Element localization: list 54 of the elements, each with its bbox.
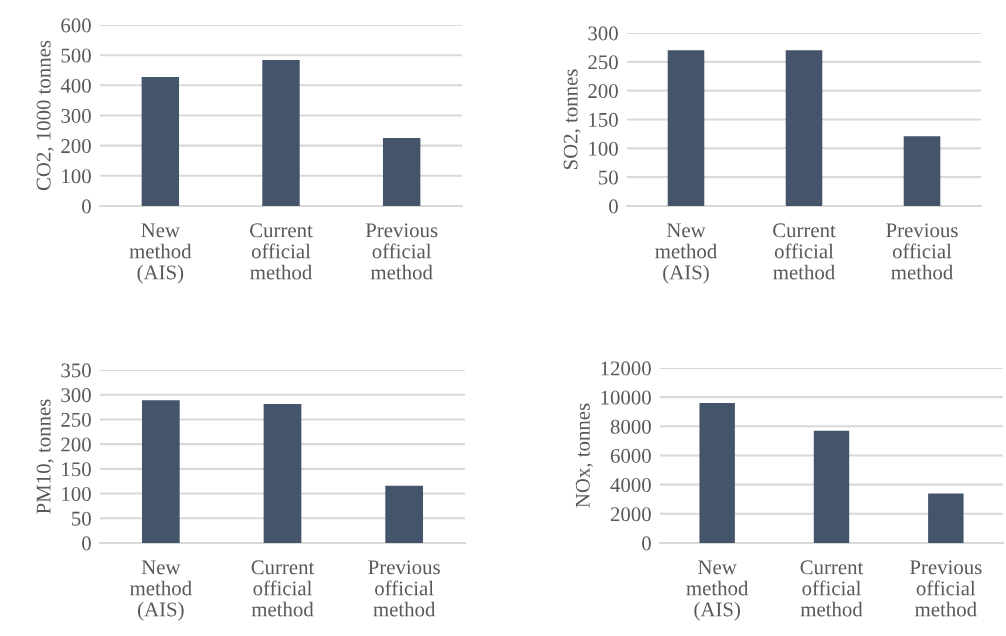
x-tick-label: Previous official method [909, 560, 982, 617]
x-tick-label: Previous official method [368, 560, 440, 617]
y-tick-label: 6000 [610, 448, 651, 463]
y-tick-label: 200 [61, 139, 91, 154]
y-axis-title: NOx, tonnes [575, 403, 593, 508]
y-tick-label: 400 [60, 78, 91, 93]
y-tick-label: 100 [589, 141, 618, 156]
y-tick-label: 150 [589, 112, 618, 127]
y-tick-label: 250 [61, 412, 91, 427]
x-tick-label: Previous official method [886, 223, 958, 280]
y-tick-label: 8000 [610, 419, 651, 434]
bar [385, 485, 424, 543]
y-tick-label: 10000 [601, 390, 651, 405]
y-tick-label: 500 [61, 48, 91, 63]
x-tick-label: Current official method [250, 223, 313, 280]
y-tick-label: 300 [61, 108, 91, 123]
y-tick-label: 100 [62, 486, 91, 501]
bar [699, 403, 735, 543]
y-axis-title: PM10, tonnes [36, 399, 54, 514]
y-tick-label: 0 [642, 536, 651, 551]
y-tick-label: 4000 [610, 478, 651, 493]
y-tick-label: 350 [61, 363, 91, 378]
y-tick-label: 0 [82, 536, 91, 551]
x-tick-label: New method (AIS) [686, 560, 749, 621]
bar [928, 493, 964, 543]
y-tick-label: 600 [61, 18, 91, 33]
x-tick-label: Current official method [800, 560, 864, 617]
bar [813, 430, 850, 543]
x-tick-label: New method (AIS) [129, 223, 192, 284]
bar [141, 76, 180, 206]
y-tick-label: 2000 [610, 507, 651, 522]
bar [141, 400, 180, 543]
x-tick-label: Current official method [773, 223, 836, 280]
y-axis-title: CO2, 1000 tonnes [36, 40, 54, 191]
y-tick-label: 200 [588, 84, 618, 99]
x-tick-label: Current official method [251, 560, 315, 617]
bar [263, 404, 302, 543]
y-tick-label: 50 [72, 511, 91, 526]
y-tick-label: 300 [61, 388, 91, 403]
x-tick-label: Previous official method [365, 223, 438, 280]
x-tick-label: New method (AIS) [655, 223, 717, 284]
y-tick-label: 12000 [601, 361, 651, 376]
y-axis-title: SO2, tonnes [563, 69, 581, 170]
y-tick-label: 0 [82, 199, 91, 214]
y-tick-label: 200 [61, 437, 91, 452]
y-tick-label: 250 [588, 55, 618, 70]
y-tick-label: 0 [609, 199, 618, 214]
y-tick-label: 50 [599, 170, 618, 185]
y-tick-label: 300 [588, 26, 618, 41]
y-tick-label: 150 [62, 462, 91, 477]
bar [262, 59, 300, 206]
x-tick-label: New method (AIS) [130, 560, 192, 621]
bar [382, 138, 421, 206]
y-tick-label: 100 [62, 169, 91, 184]
